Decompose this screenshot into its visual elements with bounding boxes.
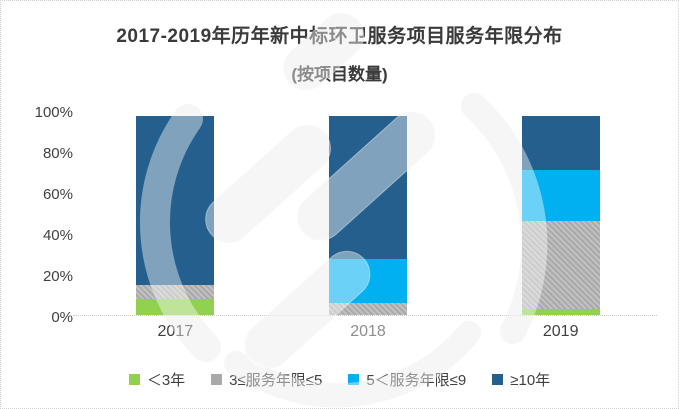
legend-item-lt3: ＜3年: [128, 369, 186, 390]
legend-swatch-green-icon: [128, 374, 140, 385]
plot-area: [73, 116, 657, 316]
y-tick-100: 100%: [34, 104, 73, 121]
chart-title: 2017-2019年历年新中标环卫服务项目服务年限分布: [116, 26, 563, 47]
segment-2018-ge10: [329, 116, 407, 260]
segment-2019-5to9: [521, 169, 600, 222]
x-label-2018: 2018: [350, 323, 386, 340]
x-label-2017: 2017: [157, 323, 194, 340]
legend-swatch-gray-icon: [211, 374, 223, 385]
segment-2018-5to9: [329, 259, 407, 304]
segment-2018-3to5: [329, 303, 407, 315]
legend-label-5to9: 5＜服务年限≤9: [366, 372, 467, 389]
y-axis: 100% 80% 60% 40% 20% 0%: [1, 105, 73, 325]
legend-label-ge10: ≥10年: [510, 372, 551, 389]
segment-2019-ge10: [521, 116, 600, 170]
y-tick-40: 40%: [42, 227, 73, 244]
bar-2019: [521, 116, 600, 315]
y-tick-60: 60%: [42, 186, 73, 203]
legend-item-5to9: 5＜服务年限≤9: [348, 369, 466, 390]
segment-2017-3to5: [136, 285, 215, 300]
bar-slot-2018: [272, 116, 465, 315]
legend: ＜3年 3≤服务年限≤5 5＜服务年限≤9 ≥10年: [1, 369, 678, 390]
y-tick-0: 0%: [51, 309, 73, 326]
x-axis-line: [73, 315, 657, 316]
segment-2019-3to5: [521, 221, 600, 310]
legend-item-ge10: ≥10年: [492, 369, 550, 390]
bar-slot-2019: [464, 116, 657, 315]
segment-2019-lt3: [521, 309, 600, 315]
y-tick-80: 80%: [42, 145, 73, 162]
legend-label-lt3: ＜3年: [146, 372, 186, 389]
x-label-2019: 2019: [542, 323, 579, 340]
segment-2017-ge10: [136, 116, 215, 286]
legend-swatch-blue-icon: [492, 374, 504, 385]
y-tick-20: 20%: [42, 268, 73, 285]
chart-subtitle: (按项目数量): [291, 65, 388, 84]
chart-title-block: 2017-2019年历年新中标环卫服务项目服务年限分布 (按项目数量): [1, 21, 678, 85]
bar-2017: [136, 116, 215, 315]
bar-2018: [329, 116, 407, 315]
bars: [79, 116, 657, 315]
legend-swatch-cyan-icon: [348, 374, 360, 385]
legend-label-3to5: 3≤服务年限≤5: [229, 372, 323, 389]
bar-slot-2017: [79, 116, 272, 315]
segment-2017-lt3: [136, 299, 215, 315]
legend-item-3to5: 3≤服务年限≤5: [211, 369, 322, 390]
x-axis: 2017 2018 2019: [79, 323, 657, 341]
